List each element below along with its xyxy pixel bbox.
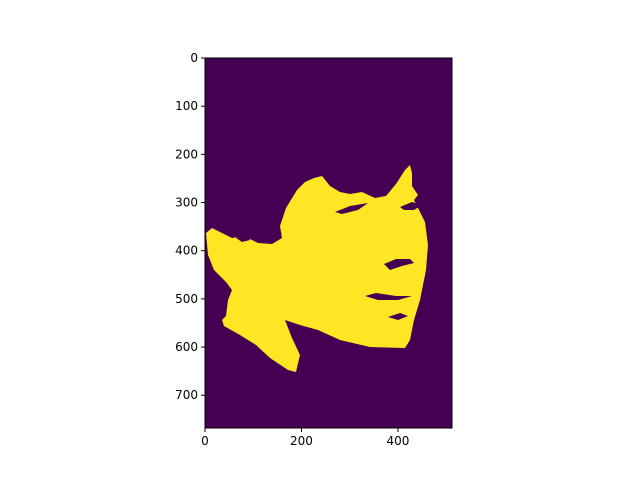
feature-nose	[384, 259, 414, 270]
feature-eyebrow-left	[335, 203, 368, 214]
y-tick-label: 300	[175, 196, 198, 210]
y-tick-label: 600	[175, 340, 198, 354]
feature-hair-gap	[236, 232, 250, 242]
feature-chin-shadow	[388, 313, 408, 320]
y-tick-label: 500	[175, 292, 198, 306]
y-tick-label: 400	[175, 244, 198, 258]
feature-eye-right	[400, 202, 422, 210]
y-axis: 0 100 200 300 400 500 600 700	[175, 51, 205, 402]
x-axis: 0 200 400	[201, 428, 409, 448]
mask-foreground	[206, 165, 428, 372]
x-tick-label: 200	[290, 434, 313, 448]
axes-frame	[204, 57, 453, 429]
y-tick-label: 0	[190, 51, 198, 65]
x-tick-label: 0	[201, 434, 209, 448]
y-tick-label: 100	[175, 99, 198, 113]
y-tick-label: 200	[175, 147, 198, 161]
y-tick-label: 700	[175, 388, 198, 402]
image-axes	[204, 57, 453, 429]
feature-mouth	[365, 293, 412, 300]
x-tick-label: 400	[387, 434, 410, 448]
